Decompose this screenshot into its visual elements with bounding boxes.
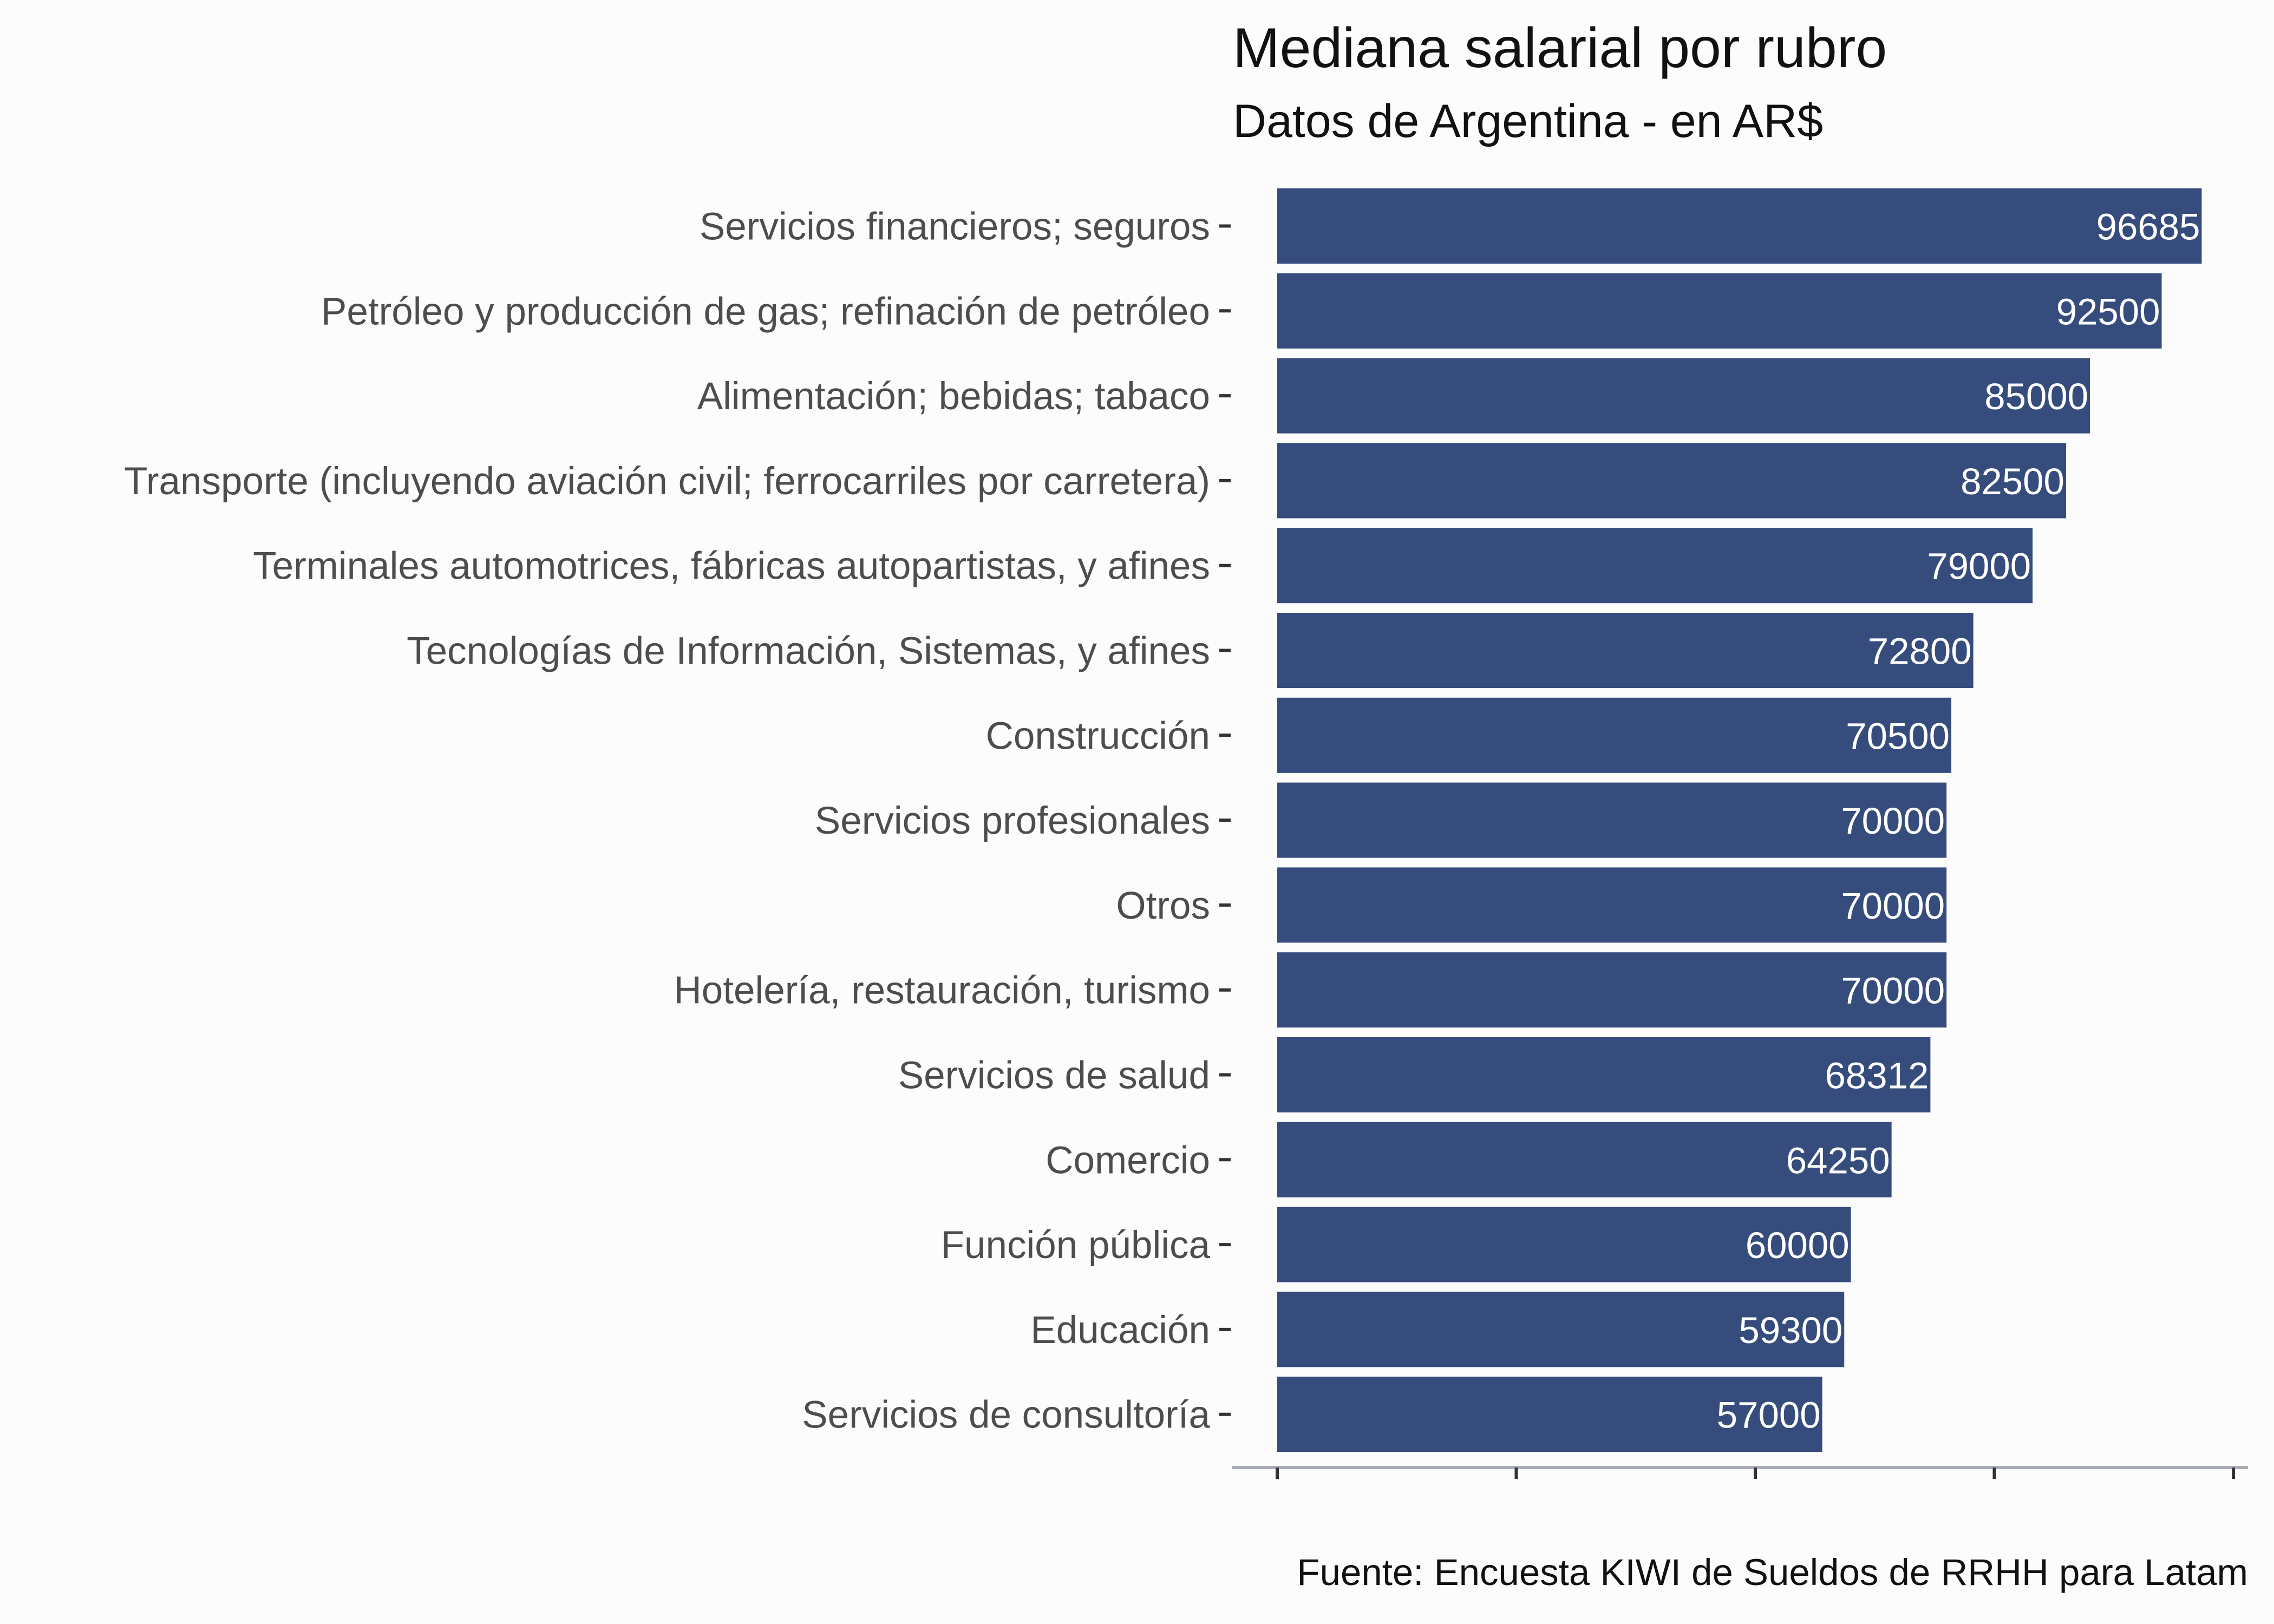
- data-label: 70000: [1841, 970, 1945, 1012]
- data-label: 85000: [1984, 376, 2088, 417]
- bar: [1277, 1292, 1845, 1367]
- data-label: 70000: [1841, 800, 1945, 842]
- y-tick-label: Otros: [1116, 885, 1210, 927]
- data-label: 82500: [1961, 461, 2064, 502]
- bar: [1277, 528, 2033, 604]
- data-label: 96685: [2096, 206, 2200, 248]
- y-tick-label: Servicios profesionales: [815, 800, 1210, 842]
- chart-subtitle: Datos de Argentina - en AR$: [1233, 95, 1824, 147]
- bar: [1277, 358, 2090, 434]
- y-tick-label: Comercio: [1045, 1139, 1210, 1182]
- bar: [1277, 1207, 1851, 1282]
- bar: [1277, 188, 2202, 264]
- y-tick-label: Educación: [1030, 1309, 1210, 1352]
- bar: [1277, 952, 1947, 1028]
- y-tick-label: Construcción: [986, 715, 1210, 757]
- y-tick-label: Servicios de consultoría: [802, 1394, 1210, 1437]
- bar: [1277, 867, 1947, 943]
- y-tick-label: Transporte (incluyendo aviación civil; f…: [124, 460, 1210, 503]
- y-tick-label: Petróleo y producción de gas; refinación…: [321, 290, 1210, 333]
- y-tick-label: Servicios financieros; seguros: [700, 206, 1210, 248]
- data-label: 59300: [1739, 1309, 1842, 1351]
- y-tick-label: Alimentación; bebidas; tabaco: [697, 375, 1210, 418]
- bar: [1277, 1377, 1822, 1452]
- chart-title: Mediana salarial por rubro: [1233, 17, 1887, 80]
- y-tick-label: Terminales automotrices, fábricas autopa…: [253, 545, 1210, 588]
- bar: [1277, 443, 2066, 519]
- y-tick-label: Tecnologías de Información, Sistemas, y …: [407, 630, 1210, 673]
- data-label: 60000: [1746, 1224, 1850, 1266]
- data-label: 70000: [1841, 885, 1945, 927]
- data-label: 79000: [1927, 546, 2031, 587]
- data-label: 72800: [1868, 631, 1972, 672]
- chart-caption: Fuente: Encuesta KIWI de Sueldos de RRHH…: [1297, 1551, 2248, 1593]
- data-label: 92500: [2056, 291, 2160, 332]
- bar: [1277, 1037, 1931, 1112]
- data-label: 68312: [1825, 1055, 1929, 1097]
- data-label: 70500: [1846, 715, 1950, 757]
- data-label: 64250: [1786, 1140, 1890, 1181]
- bar: [1277, 273, 2162, 349]
- bar: [1277, 613, 1974, 688]
- bar: [1277, 782, 1947, 858]
- data-label: 57000: [1717, 1394, 1821, 1436]
- bar: [1277, 1122, 1892, 1197]
- bar: [1277, 697, 1952, 773]
- y-tick-label: Servicios de salud: [898, 1055, 1210, 1097]
- y-tick-label: Función pública: [941, 1224, 1211, 1267]
- y-tick-label: Hotelería, restauración, turismo: [674, 970, 1210, 1012]
